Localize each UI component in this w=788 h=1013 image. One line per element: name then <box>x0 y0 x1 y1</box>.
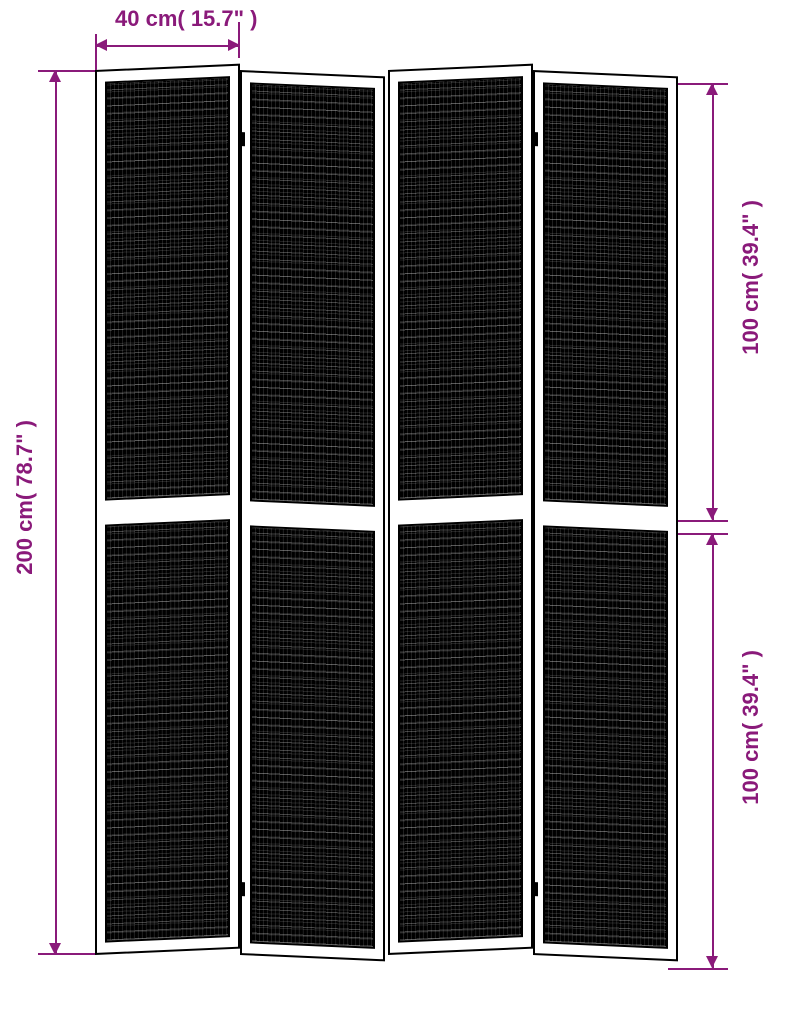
panel-3-mid-rail <box>392 500 529 518</box>
panel-2-top-inset <box>250 82 375 506</box>
panel-1-mid-rail <box>99 500 236 518</box>
panel-1-top-inset <box>105 76 230 500</box>
dim-left-arrow-top <box>49 70 61 82</box>
dim-left-tick-top <box>38 70 96 72</box>
panel-4-top-inset <box>543 82 668 506</box>
dim-ru-arrow-bot <box>706 508 718 520</box>
dim-rl-text: 100 cm( 39.4" ) <box>738 650 764 805</box>
dim-top-text: 40 cm( 15.7" ) <box>115 6 258 32</box>
dim-left-line <box>55 70 57 955</box>
panel-2-mid-rail <box>244 507 381 525</box>
hinge-3-bot <box>532 882 538 896</box>
dim-left-tick-bot <box>38 953 96 955</box>
panel-2-bottom-inset <box>250 525 375 949</box>
panel-4 <box>533 70 678 961</box>
dim-ru-line <box>712 83 714 520</box>
dim-rl-tick-bot <box>668 968 728 970</box>
dim-top-line <box>95 45 240 47</box>
panel-3-top-inset <box>398 76 523 500</box>
dim-ru-arrow-top <box>706 83 718 95</box>
dim-left-arrow-bot <box>49 943 61 955</box>
dim-rl-arrow-top <box>706 533 718 545</box>
hinge-3-top <box>532 132 538 146</box>
dim-top-arrow-right <box>228 39 240 51</box>
hinge-1-top <box>239 132 245 146</box>
panel-3 <box>388 64 533 955</box>
dim-ru-text: 100 cm( 39.4" ) <box>738 200 764 355</box>
dim-left-text: 200 cm( 78.7" ) <box>12 420 38 575</box>
panel-1-bottom-inset <box>105 519 230 943</box>
panel-2 <box>240 70 385 961</box>
panel-1 <box>95 64 240 955</box>
dim-rl-line <box>712 533 714 968</box>
panel-4-mid-rail <box>537 507 674 525</box>
panel-4-bottom-inset <box>543 525 668 949</box>
dim-top-arrow-left <box>95 39 107 51</box>
diagram-root: 40 cm( 15.7" ) 200 cm( 78.7" ) 100 cm( 3… <box>0 0 788 1013</box>
hinge-1-bot <box>239 882 245 896</box>
panel-3-bottom-inset <box>398 519 523 943</box>
room-divider <box>95 70 670 955</box>
dim-rl-arrow-bot <box>706 956 718 968</box>
